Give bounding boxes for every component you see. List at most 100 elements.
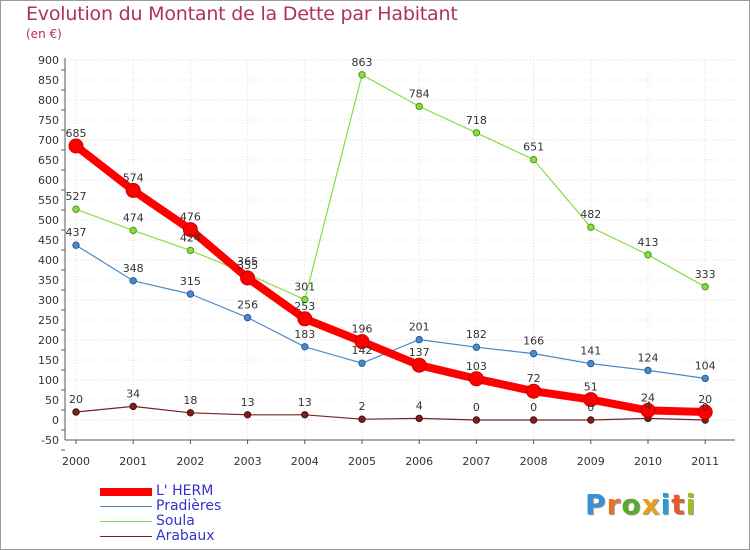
y-tick-label: 350 — [38, 274, 59, 287]
legend-label-arabaux: Arabaux — [156, 528, 215, 544]
data-label-2: 651 — [523, 141, 544, 154]
x-tick-label: 2000 — [62, 455, 90, 468]
data-point-3 — [472, 416, 481, 424]
data-label-0: 103 — [466, 360, 487, 373]
x-tick-label: 2002 — [176, 455, 204, 468]
x-tick-label: 2001 — [119, 455, 147, 468]
data-label-2: 365 — [237, 255, 258, 268]
data-point-0 — [125, 182, 141, 198]
data-label-1: 315 — [180, 275, 201, 288]
logo-letter: i — [660, 488, 672, 521]
data-point-0 — [697, 404, 713, 420]
y-tick-label: 200 — [38, 334, 59, 347]
x-tick-label: 2008 — [520, 455, 548, 468]
data-point-3 — [301, 411, 309, 419]
data-label-3: 34 — [126, 387, 140, 400]
data-label-0: 137 — [409, 346, 430, 359]
data-point-1 — [529, 349, 538, 358]
data-label-0: 51 — [584, 381, 598, 394]
data-label-1: 183 — [294, 328, 315, 341]
data-point-2 — [186, 246, 195, 255]
y-tick-label: 250 — [38, 314, 59, 327]
series-line-1 — [75, 244, 706, 379]
data-point-1 — [644, 366, 652, 375]
data-point-3 — [243, 411, 252, 419]
y-tick-label: 800 — [38, 94, 59, 107]
data-point-0 — [240, 270, 256, 286]
data-label-0: 685 — [66, 127, 87, 140]
data-point-2 — [301, 295, 309, 304]
series-line-3 — [75, 405, 706, 421]
data-label-3: 0 — [587, 401, 594, 414]
data-point-1 — [129, 277, 137, 285]
data-label-1: 142 — [352, 344, 373, 357]
data-label-0: 20 — [698, 393, 712, 406]
data-label-0: 72 — [527, 372, 541, 385]
legend-item-pradieres: Pradières — [100, 498, 300, 514]
legend-label-soula: Soula — [156, 513, 195, 529]
legend: L' HERM Pradières Soula Arabaux — [100, 483, 300, 544]
legend-item-arabaux: Arabaux — [100, 528, 300, 544]
legend-label-pradieres: Pradières — [156, 498, 222, 514]
data-label-3: 13 — [241, 396, 255, 409]
legend-swatch-lherm — [100, 488, 152, 496]
data-label-3: 2 — [359, 400, 366, 413]
legend-swatch-pradieres — [100, 506, 152, 507]
data-label-2: 718 — [466, 114, 487, 127]
data-label-3: 4 — [416, 399, 423, 412]
data-point-3 — [587, 416, 595, 424]
x-tick-label: 2011 — [691, 455, 719, 468]
y-tick-label: 700 — [38, 134, 59, 147]
data-label-3: 0 — [473, 401, 480, 414]
y-tick-label: 150 — [38, 354, 59, 367]
logo-letter: o — [621, 488, 642, 521]
y-tick-label: 850 — [38, 74, 59, 87]
y-tick-label: 450 — [38, 234, 59, 247]
x-tick-label: 2004 — [291, 455, 319, 468]
data-point-1 — [72, 241, 80, 249]
y-tick-label: 0 — [52, 414, 59, 427]
legend-swatch-arabaux — [100, 536, 152, 537]
data-point-2 — [72, 205, 80, 213]
data-label-0: 574 — [123, 171, 144, 184]
data-label-1: 182 — [466, 328, 487, 341]
logo-letter: i — [685, 488, 697, 521]
data-point-2 — [472, 129, 481, 137]
data-label-2: 301 — [294, 281, 315, 294]
data-point-2 — [529, 155, 538, 164]
data-point-1 — [243, 313, 252, 322]
x-tick-label: 2010 — [634, 455, 662, 468]
data-label-2: 424 — [180, 231, 201, 244]
chart-title: Evolution du Montant de la Dette par Hab… — [26, 3, 458, 25]
data-point-0 — [297, 311, 313, 327]
data-label-1: 201 — [409, 321, 430, 334]
data-point-0 — [182, 222, 198, 238]
data-label-2: 333 — [695, 268, 716, 281]
data-label-1: 437 — [66, 226, 87, 239]
data-point-1 — [587, 359, 595, 368]
data-label-2: 863 — [352, 56, 373, 69]
x-tick-label: 2005 — [348, 455, 376, 468]
proxiti-logo: Proxiti — [585, 488, 696, 521]
y-tick-label: 300 — [38, 294, 59, 307]
data-label-1: 166 — [523, 335, 544, 348]
data-point-0 — [583, 392, 599, 408]
data-point-1 — [415, 335, 423, 344]
data-point-2 — [129, 226, 137, 235]
data-point-1 — [472, 343, 481, 351]
data-point-3 — [358, 415, 366, 423]
legend-item-lherm: L' HERM — [100, 483, 300, 499]
x-tick-label: 2009 — [577, 455, 605, 468]
data-point-2 — [701, 283, 709, 291]
data-point-2 — [358, 71, 366, 79]
data-label-1: 141 — [580, 345, 601, 358]
y-tick-label: 500 — [38, 214, 59, 227]
data-label-0: 24 — [641, 391, 655, 404]
data-label-1: 348 — [123, 262, 144, 275]
data-point-0 — [68, 138, 84, 154]
y-tick-label: 50 — [45, 394, 59, 407]
data-point-3 — [186, 409, 195, 417]
chart-subtitle: (en €) — [26, 27, 62, 41]
logo-letter: t — [671, 488, 686, 521]
